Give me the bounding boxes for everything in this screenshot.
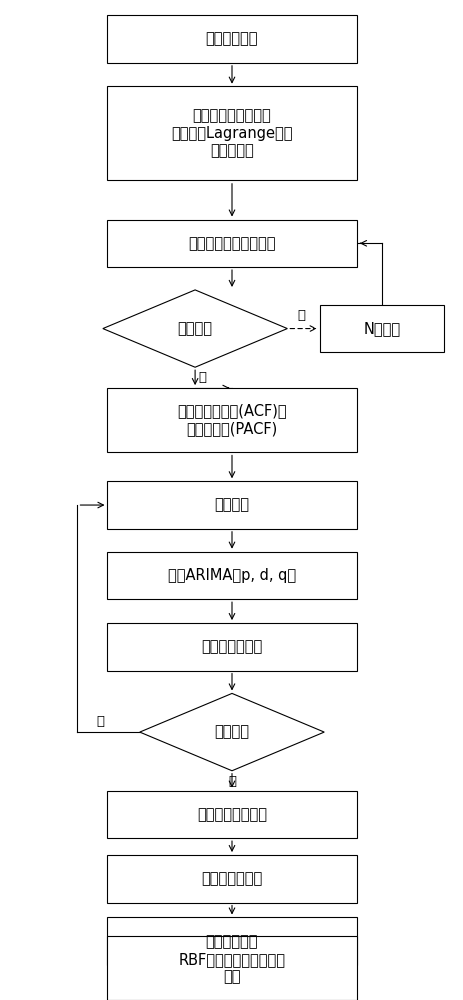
Polygon shape bbox=[139, 693, 324, 771]
Text: 辨识缺失和突变为零
的数据，Lagrange插値
法填补修正: 辨识缺失和突变为零 的数据，Lagrange插値 法填补修正 bbox=[171, 108, 292, 158]
Text: 与设定阈値比较: 与设定阈値比较 bbox=[201, 871, 262, 886]
FancyBboxPatch shape bbox=[107, 220, 356, 267]
Text: 是否有效: 是否有效 bbox=[214, 725, 249, 740]
FancyBboxPatch shape bbox=[107, 15, 356, 63]
Text: 是: 是 bbox=[227, 775, 236, 788]
FancyBboxPatch shape bbox=[107, 623, 356, 671]
FancyBboxPatch shape bbox=[107, 86, 356, 180]
Text: RBF神经网络，异常数据
修正: RBF神经网络，异常数据 修正 bbox=[178, 952, 285, 984]
Text: 否: 否 bbox=[96, 715, 104, 728]
Text: 异常数据辨识: 异常数据辨识 bbox=[205, 934, 258, 949]
Text: 是否平稳: 是否平稳 bbox=[177, 321, 212, 336]
Polygon shape bbox=[103, 290, 287, 367]
FancyBboxPatch shape bbox=[107, 936, 356, 1000]
Text: 检验模型有效性: 检验模型有效性 bbox=[201, 639, 262, 654]
Text: 模型识别: 模型识别 bbox=[214, 498, 249, 513]
FancyBboxPatch shape bbox=[107, 552, 356, 599]
FancyBboxPatch shape bbox=[107, 481, 356, 529]
FancyBboxPatch shape bbox=[107, 855, 356, 903]
FancyBboxPatch shape bbox=[319, 305, 443, 352]
Text: N阶差分: N阶差分 bbox=[363, 321, 400, 336]
Text: 输出模型拟合残差: 输出模型拟合残差 bbox=[197, 807, 266, 822]
Text: 是: 是 bbox=[198, 371, 206, 384]
FancyBboxPatch shape bbox=[107, 388, 356, 452]
Text: 预处理后的待检测数据: 预处理后的待检测数据 bbox=[188, 236, 275, 251]
FancyBboxPatch shape bbox=[107, 791, 356, 838]
Text: 确定ARIMA（p, d, q）: 确定ARIMA（p, d, q） bbox=[168, 568, 295, 583]
Text: 否: 否 bbox=[296, 309, 305, 322]
Text: 做出自相关函数(ACF)和
偏相关函数(PACF): 做出自相关函数(ACF)和 偏相关函数(PACF) bbox=[177, 404, 286, 436]
Text: 待检测的数据: 待检测的数据 bbox=[205, 32, 258, 47]
FancyBboxPatch shape bbox=[107, 917, 356, 965]
